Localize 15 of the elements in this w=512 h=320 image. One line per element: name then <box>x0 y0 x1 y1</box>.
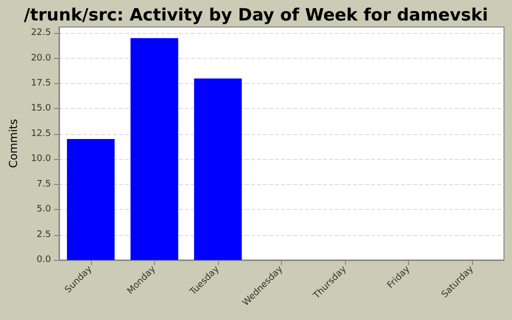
y-tick-label: 17.5 <box>30 78 51 88</box>
y-tick-label: 7.5 <box>36 179 51 190</box>
y-tick-label: 0.0 <box>36 255 52 265</box>
y-axis-title: Commits <box>7 118 20 168</box>
chart-title: /trunk/src: Activity by Day of Week for damevski <box>24 6 488 26</box>
y-tick-label: 10.0 <box>30 154 52 164</box>
y-tick-label: 22.5 <box>30 28 51 38</box>
y-tick-label: 5.0 <box>36 204 52 215</box>
y-tick-label: 2.5 <box>36 230 51 240</box>
bar <box>66 138 115 260</box>
y-tick-label: 20.0 <box>30 53 52 64</box>
bar <box>194 78 242 260</box>
y-tick-label: 12.5 <box>30 128 51 139</box>
bar <box>130 38 178 260</box>
y-tick-label: 15.0 <box>30 104 52 114</box>
